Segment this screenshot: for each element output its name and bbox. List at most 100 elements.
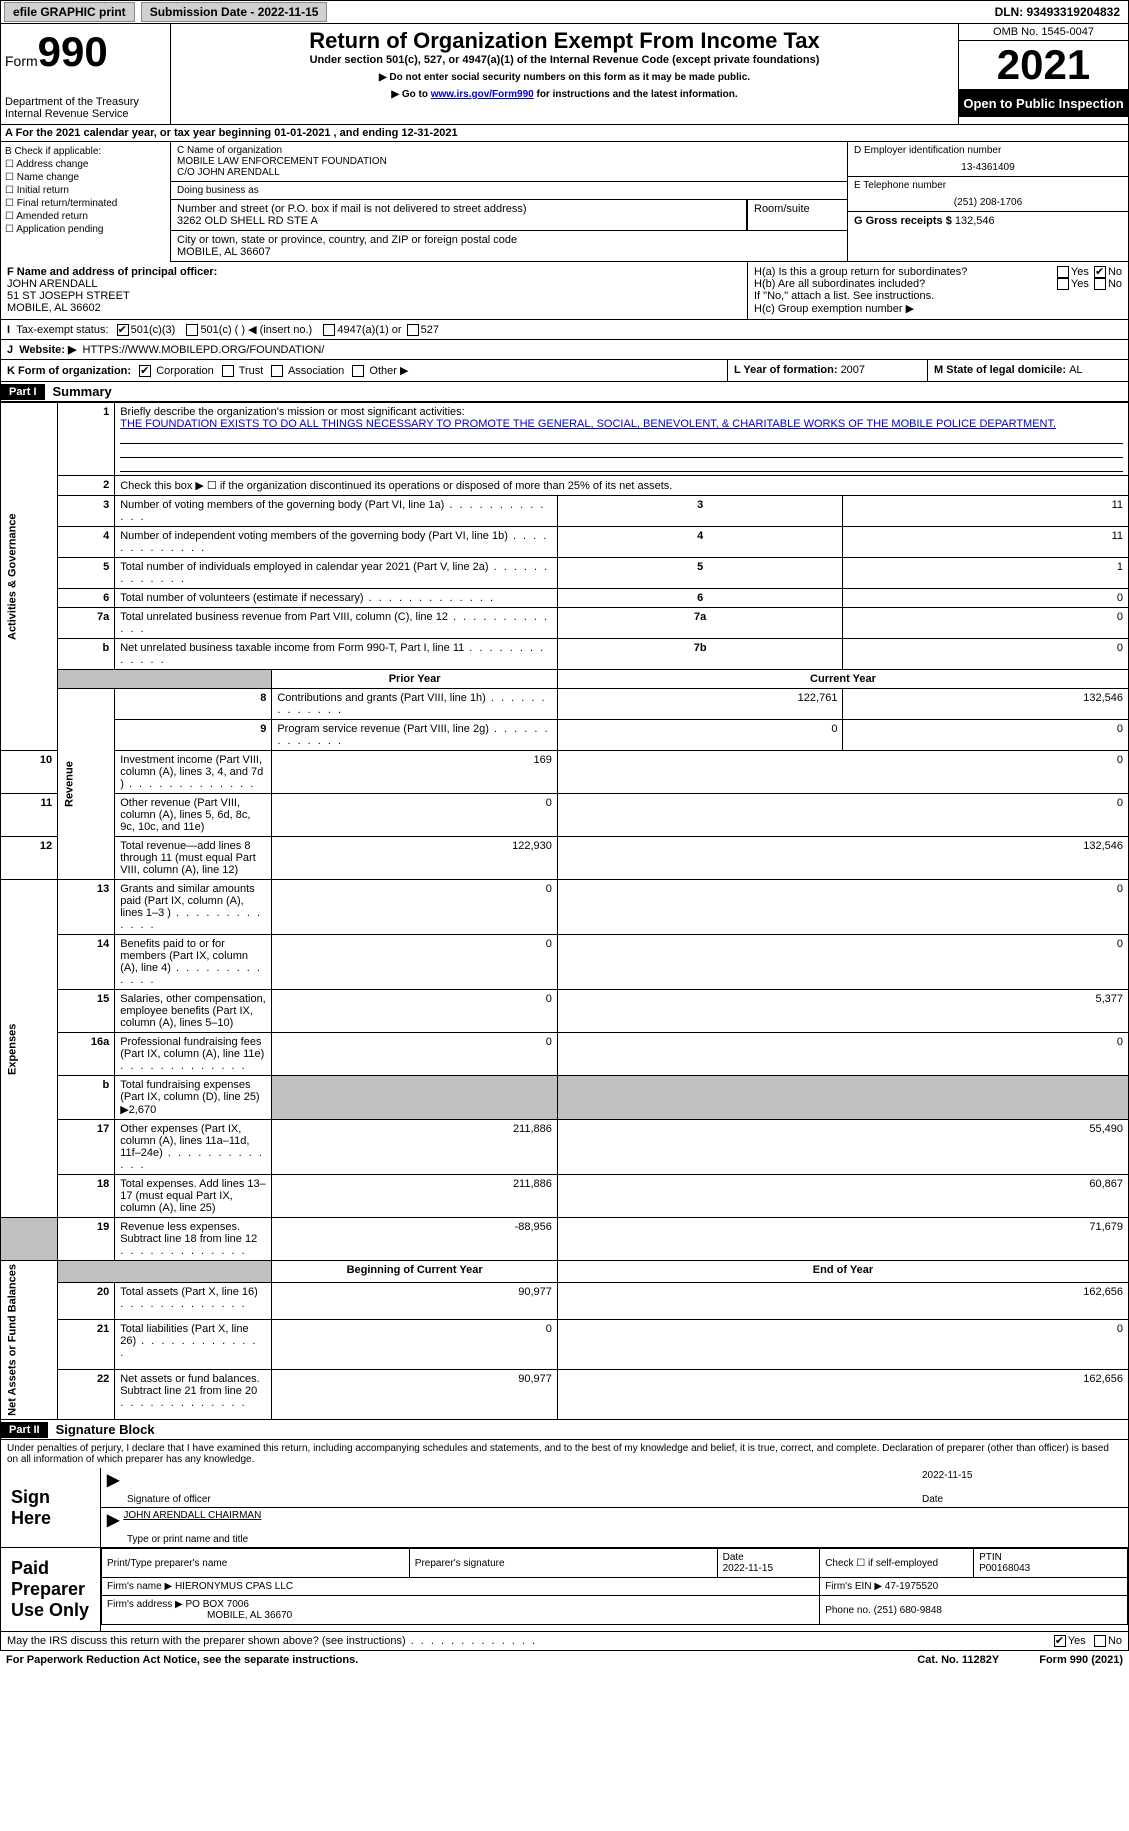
submission-date-button[interactable]: Submission Date - 2022-11-15 bbox=[141, 2, 328, 22]
box-4: 4 bbox=[557, 527, 843, 558]
cat-no: Cat. No. 11282Y bbox=[917, 1654, 999, 1666]
line-13: Grants and similar amounts paid (Part IX… bbox=[115, 880, 272, 935]
line-9: Program service revenue (Part VIII, line… bbox=[272, 720, 558, 751]
opt-other: Other ▶ bbox=[369, 365, 408, 377]
line-11: Other revenue (Part VIII, column (A), li… bbox=[115, 794, 272, 837]
discuss-label: May the IRS discuss this return with the… bbox=[7, 1635, 537, 1647]
vert-activities: Activities & Governance bbox=[1, 403, 58, 751]
date-label: Date bbox=[922, 1494, 1122, 1505]
chk-address-label: Address change bbox=[16, 159, 88, 170]
part1-header: Part I Summary bbox=[0, 382, 1129, 402]
shade-16b-p bbox=[272, 1076, 558, 1120]
line-num: 8 bbox=[115, 689, 272, 720]
chk-pending-label: Application pending bbox=[16, 224, 103, 235]
part2-badge: Part II bbox=[1, 1422, 48, 1438]
phone-val: (251) 208-1706 bbox=[854, 197, 1122, 208]
form-org-label: K Form of organization: bbox=[7, 365, 131, 377]
irs-link[interactable]: www.irs.gov/Form990 bbox=[431, 89, 534, 100]
chk-trust[interactable] bbox=[222, 365, 234, 377]
org-name: MOBILE LAW ENFORCEMENT FOUNDATION bbox=[177, 156, 841, 167]
shade-cell bbox=[58, 670, 272, 689]
box-5: 5 bbox=[557, 558, 843, 589]
ptin-val: P00168043 bbox=[979, 1563, 1030, 1574]
p19: -88,956 bbox=[272, 1218, 558, 1261]
p17: 211,886 bbox=[272, 1120, 558, 1175]
domicile-val: AL bbox=[1069, 364, 1082, 376]
chk-corp[interactable] bbox=[139, 365, 151, 377]
line-7a: Total unrelated business revenue from Pa… bbox=[115, 608, 558, 639]
chk-501c3[interactable] bbox=[117, 324, 129, 336]
chk-assoc[interactable] bbox=[271, 365, 283, 377]
shade-16b-c bbox=[557, 1076, 1128, 1120]
line-3: Number of voting members of the governin… bbox=[115, 496, 558, 527]
line-num: 20 bbox=[58, 1283, 115, 1319]
paperwork-notice: For Paperwork Reduction Act Notice, see … bbox=[6, 1654, 358, 1666]
header-center: Return of Organization Exempt From Incom… bbox=[171, 24, 958, 124]
chk-4947[interactable] bbox=[323, 324, 335, 336]
line-num: 7a bbox=[58, 608, 115, 639]
box-c: C Name of organization MOBILE LAW ENFORC… bbox=[171, 142, 847, 182]
line-num: 4 bbox=[58, 527, 115, 558]
subline-3: ▶ Go to www.irs.gov/Form990 for instruct… bbox=[175, 89, 954, 100]
chk-527[interactable] bbox=[407, 324, 419, 336]
hb-yes[interactable] bbox=[1057, 278, 1069, 290]
chk-final[interactable]: ☐ Final return/terminated bbox=[5, 198, 166, 209]
ha-yes[interactable] bbox=[1057, 266, 1069, 278]
line-16a: Professional fundraising fees (Part IX, … bbox=[115, 1033, 272, 1076]
chk-501c[interactable] bbox=[186, 324, 198, 336]
box-3: 3 bbox=[557, 496, 843, 527]
subline-2: ▶ Do not enter social security numbers o… bbox=[175, 72, 954, 83]
chk-name[interactable]: ☐ Name change bbox=[5, 172, 166, 183]
line-num: 11 bbox=[1, 794, 58, 837]
chk-other[interactable] bbox=[352, 365, 364, 377]
line-20: Total assets (Part X, line 16) bbox=[115, 1283, 272, 1319]
mission-text: THE FOUNDATION EXISTS TO DO ALL THINGS N… bbox=[120, 418, 1056, 430]
ha-no[interactable] bbox=[1094, 266, 1106, 278]
hb-no[interactable] bbox=[1094, 278, 1106, 290]
line-num: 1 bbox=[58, 403, 115, 476]
efile-button[interactable]: efile GRAPHIC print bbox=[4, 2, 135, 22]
box-l: L Year of formation: 2007 bbox=[728, 360, 928, 381]
c20: 162,656 bbox=[557, 1283, 1128, 1319]
subline-1: Under section 501(c), 527, or 4947(a)(1)… bbox=[175, 54, 954, 66]
firm-addr: PO BOX 7006 bbox=[186, 1599, 249, 1610]
p20: 90,977 bbox=[272, 1283, 558, 1319]
form-number: Form990 bbox=[5, 28, 166, 76]
p16a: 0 bbox=[272, 1033, 558, 1076]
box-city: City or town, state or province, country… bbox=[171, 231, 847, 261]
part2-header: Part II Signature Block bbox=[0, 1420, 1129, 1440]
box-c-label: C Name of organization bbox=[177, 145, 841, 156]
discuss-yes[interactable] bbox=[1054, 1635, 1066, 1647]
row-j: J Website: ▶ HTTPS://WWW.MOBILEPD.ORG/FO… bbox=[0, 340, 1129, 360]
chk-pending[interactable]: ☐ Application pending bbox=[5, 224, 166, 235]
chk-initial[interactable]: ☐ Initial return bbox=[5, 185, 166, 196]
opt-527: 527 bbox=[421, 324, 439, 336]
row-fh: F Name and address of principal officer:… bbox=[0, 262, 1129, 320]
line-num: b bbox=[58, 639, 115, 670]
c11: 0 bbox=[557, 794, 1128, 837]
firm-phone: (251) 680-9848 bbox=[874, 1605, 942, 1616]
discuss-no-label: No bbox=[1108, 1635, 1122, 1647]
chk-amended[interactable]: ☐ Amended return bbox=[5, 211, 166, 222]
ein-label: D Employer identification number bbox=[854, 145, 1122, 156]
val-5: 1 bbox=[843, 558, 1129, 589]
chk-address[interactable]: ☐ Address change bbox=[5, 159, 166, 170]
discuss-no[interactable] bbox=[1094, 1635, 1106, 1647]
opt-assoc: Association bbox=[288, 365, 344, 377]
summary-table: Activities & Governance 1 Briefly descri… bbox=[0, 402, 1129, 1420]
line-22: Net assets or fund balances. Subtract li… bbox=[115, 1369, 272, 1419]
ha-label: H(a) Is this a group return for subordin… bbox=[754, 266, 967, 278]
hc-label: H(c) Group exemption number ▶ bbox=[754, 302, 1122, 315]
line-1: Briefly describe the organization's miss… bbox=[115, 403, 1129, 476]
ptin-label: PTIN bbox=[979, 1552, 1002, 1563]
year-form-label: L Year of formation: bbox=[734, 364, 841, 376]
c9: 0 bbox=[843, 720, 1129, 751]
c16a: 0 bbox=[557, 1033, 1128, 1076]
prep-sig-label: Preparer's signature bbox=[409, 1549, 717, 1578]
p11: 0 bbox=[272, 794, 558, 837]
yes-label: Yes bbox=[1071, 266, 1089, 278]
col-b: B Check if applicable: ☐ Address change … bbox=[1, 142, 171, 262]
p8: 122,761 bbox=[557, 689, 843, 720]
col-cdefg: C Name of organization MOBILE LAW ENFORC… bbox=[171, 142, 1128, 262]
goto-post: for instructions and the latest informat… bbox=[534, 89, 738, 100]
